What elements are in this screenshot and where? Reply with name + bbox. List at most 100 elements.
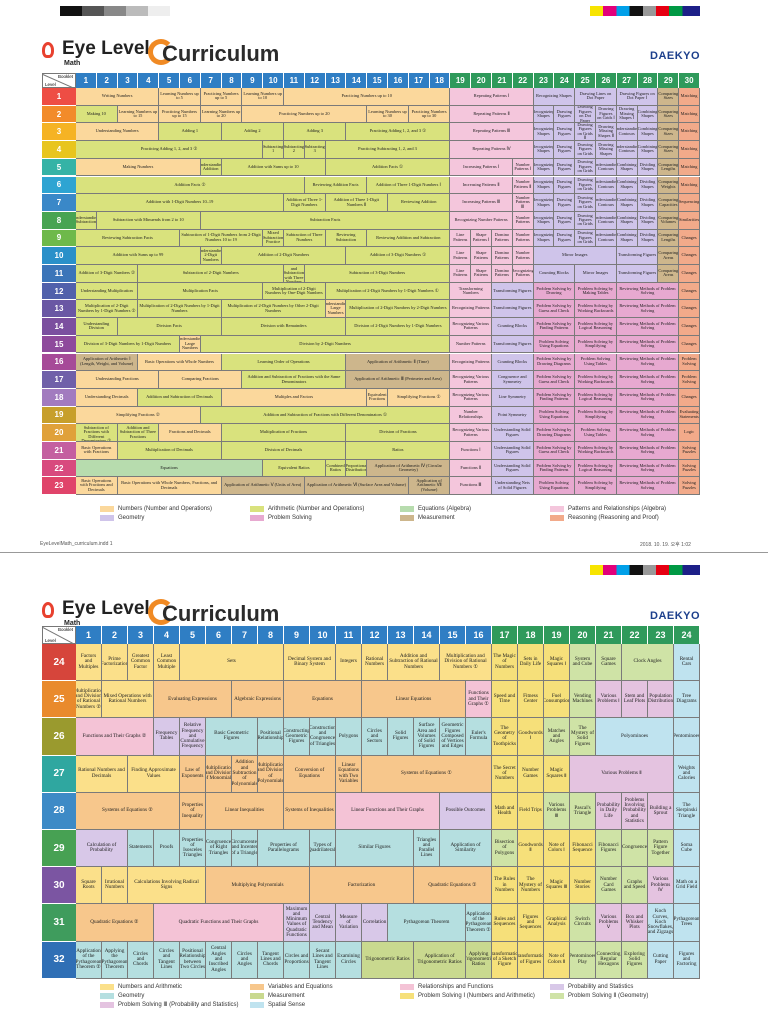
curriculum-cell: Matching — [679, 105, 700, 124]
legend-item: Problem Solving — [250, 513, 400, 522]
curriculum-cell: Reviewing Addition Facts — [304, 176, 368, 195]
curriculum-cell: Reviewing Methods of Problem Solving — [616, 442, 680, 460]
curriculum-cell: Functions and Their Graphs ① — [466, 681, 492, 719]
curriculum-cell: Multiplication of 2-Digit Numbers by 1-D… — [138, 300, 222, 319]
curriculum-cell: Simplifying Fractions ① — [388, 388, 451, 407]
legend-swatch — [250, 1001, 264, 1008]
curriculum-cell: Multiplication and Division of Rational … — [76, 681, 102, 719]
curriculum-cell: Matches and Angles — [544, 718, 570, 756]
level-label: 24 — [42, 644, 76, 682]
curriculum-cell: Multiplication of Decimals — [117, 442, 222, 460]
curriculum-cell: Recognizing Various Patterns — [450, 371, 492, 389]
curriculum-cell: Drawing Missing Shapes Ⅰ — [616, 105, 638, 124]
curriculum-cell: Calculations Involving Radical Signs — [128, 867, 206, 905]
curriculum-cell: Application of Arithmetic Ⅰ (Length, Wei… — [76, 353, 139, 372]
curriculum-cell: Combining Shapes — [637, 141, 659, 159]
level-label: 8 — [42, 211, 76, 230]
legend-label: Patterns and Relationships (Algebra) — [568, 505, 667, 512]
curriculum-cell: Recognizing Shapes — [533, 158, 555, 177]
curriculum-cell: Addition and Subtraction of Decimals — [138, 388, 222, 407]
curriculum-cell: Various Problems Ⅳ — [648, 867, 674, 905]
column-header: 16 — [388, 73, 409, 88]
brand-sub: Math — [64, 60, 81, 67]
curriculum-cell: Relative Frequency and Cumulative Freque… — [180, 718, 206, 756]
curriculum-cell: Multiplication of 2-Digit Numbers by Oth… — [221, 300, 326, 319]
curriculum-cell: Functions Ⅱ — [450, 459, 492, 478]
level-label: 22 — [42, 459, 76, 478]
legend-swatch — [100, 983, 114, 990]
curriculum-cell: Application of Arithmetic Ⅳ (Circular Ge… — [367, 459, 451, 478]
curriculum-cell: Secant Lines and Tangent Lines — [310, 941, 336, 979]
curriculum-cell: Solving Puzzles — [679, 477, 700, 496]
curriculum-cell: Square Games — [596, 644, 622, 682]
curriculum-cell: Understanding Solid Figures — [492, 442, 534, 460]
curriculum-cell: Practicing Adding 1, 2, and 3 ① — [346, 123, 451, 142]
curriculum-cell: Subtracting 1 — [263, 141, 284, 159]
curriculum-cell: Graphical Analysis — [544, 904, 570, 942]
curriculum-cell: Subtraction of 1-Digit Numbers from 2-Di… — [180, 229, 264, 248]
curriculum-cell: Line Patterns — [450, 265, 472, 283]
curriculum-cell: Practicing Numbers up to 5 — [200, 88, 243, 106]
curriculum-cell: Circles and Tangent Lines — [154, 941, 180, 979]
legend-label: Problem Solving — [268, 514, 312, 521]
curriculum-cell: Repeating Patterns Ⅲ — [450, 123, 534, 142]
curriculum-cell: Measure of Variation — [336, 904, 362, 942]
curriculum-cell: Reviewing Methods of Problem Solving — [616, 477, 680, 496]
curriculum-cell: Sets in Daily Life — [518, 644, 544, 682]
curriculum-cell: Goodwords Ⅰ — [518, 718, 544, 756]
curriculum-cell: Possible Outcomes — [440, 792, 492, 830]
curriculum-cell: Problem Solving by Drawing Diagrams — [533, 424, 576, 442]
curriculum-cell: Learning Numbers up to 5 — [159, 88, 201, 106]
curriculum-cell: Circles and Angles — [232, 941, 258, 979]
curriculum-cell: Point Symmetry — [492, 406, 534, 425]
curriculum-cell: Multiplication of 2-Digit Numbers by One… — [263, 282, 326, 301]
curriculum-cell: Multiplication of 2-Digit Numbers by 1-D… — [325, 282, 451, 301]
curriculum-cell: Problem Solving Using Tables — [575, 424, 617, 442]
curriculum-cell: Congruence — [622, 830, 648, 868]
curriculum-cell: Addition with 1-Digit Numbers 10–19 — [76, 194, 284, 212]
curriculum-cell: Drawing Figures on Grids — [575, 176, 596, 195]
curriculum-cell: The Secret of Numbers — [492, 755, 518, 793]
level-label: 12 — [42, 282, 76, 301]
curriculum-cell: Stem and Leaf Plots — [622, 681, 648, 719]
curriculum-cell: Problem Solving by Drawing Diagrams — [533, 353, 576, 372]
curriculum-cell: Problem Solving by Simplifying — [575, 406, 617, 425]
level-label: 13 — [42, 300, 76, 319]
curriculum-cell: Understanding Contours — [596, 194, 617, 212]
curriculum-cell: Changes — [679, 300, 700, 319]
column-header: 11 — [336, 626, 362, 644]
curriculum-cell: Addition Facts ① — [325, 158, 451, 177]
curriculum-cell: Multiplication Facts — [138, 282, 264, 301]
legend: Numbers and Arithmetic Variables and Equa… — [100, 982, 720, 1009]
curriculum-cell: Note of Colors Ⅰ — [544, 830, 570, 868]
curriculum-cell: Addition with Sums up to 99 — [76, 247, 201, 265]
legend-item: Patterns and Relationships (Algebra) — [550, 504, 700, 513]
curriculum-cell: Dividing Shapes — [637, 176, 659, 195]
level-label: 28 — [42, 792, 76, 830]
legend-item: Reasoning (Reasoning and Proof) — [550, 513, 700, 522]
curriculum-cell: Reviewing Methods of Problem Solving — [616, 318, 680, 336]
curriculum-cell: Addition of Three 1-Digit Numbers Ⅱ — [325, 194, 388, 212]
curriculum-cell: Number Patterns — [512, 211, 534, 230]
curriculum-cell: Similar Figures — [336, 830, 414, 868]
column-header: 10 — [263, 73, 284, 88]
legend-item: Problem Solving Ⅲ (Probability and Stati… — [100, 1000, 250, 1009]
curriculum-cell: Transforming Figures — [492, 282, 534, 301]
curriculum-cell: Application of Arithmetic Ⅵ (Surface Are… — [304, 477, 409, 496]
curriculum-cell: Problem Solving Using Equations — [533, 335, 576, 354]
curriculum-cell: Combining Shapes — [637, 105, 659, 124]
curriculum-cell: Law of Exponents — [180, 755, 206, 793]
curriculum-cell: Learning Numbers up to 15 — [117, 105, 160, 124]
curriculum-cell: Speed and Time — [492, 681, 518, 719]
legend-item: Numbers and Arithmetic — [100, 982, 250, 991]
curriculum-cell: Recognizing Shapes — [533, 211, 555, 230]
curriculum-cell: Evaluating Statements — [679, 406, 700, 425]
curriculum-cell: Comparing Capacities — [658, 194, 680, 212]
curriculum-cell: Matching — [679, 88, 700, 106]
curriculum-cell: Comparing Volumes — [658, 211, 680, 230]
curriculum-cell: Addition of Three 1-Digit Numbers Ⅰ — [367, 176, 451, 195]
legend-item: Spatial Sense — [250, 1000, 400, 1009]
curriculum-cell: Division of Fractions — [346, 424, 451, 442]
column-header: 12 — [362, 626, 388, 644]
curriculum-cell: Drawing Figures on Grids Ⅱ — [575, 123, 596, 142]
